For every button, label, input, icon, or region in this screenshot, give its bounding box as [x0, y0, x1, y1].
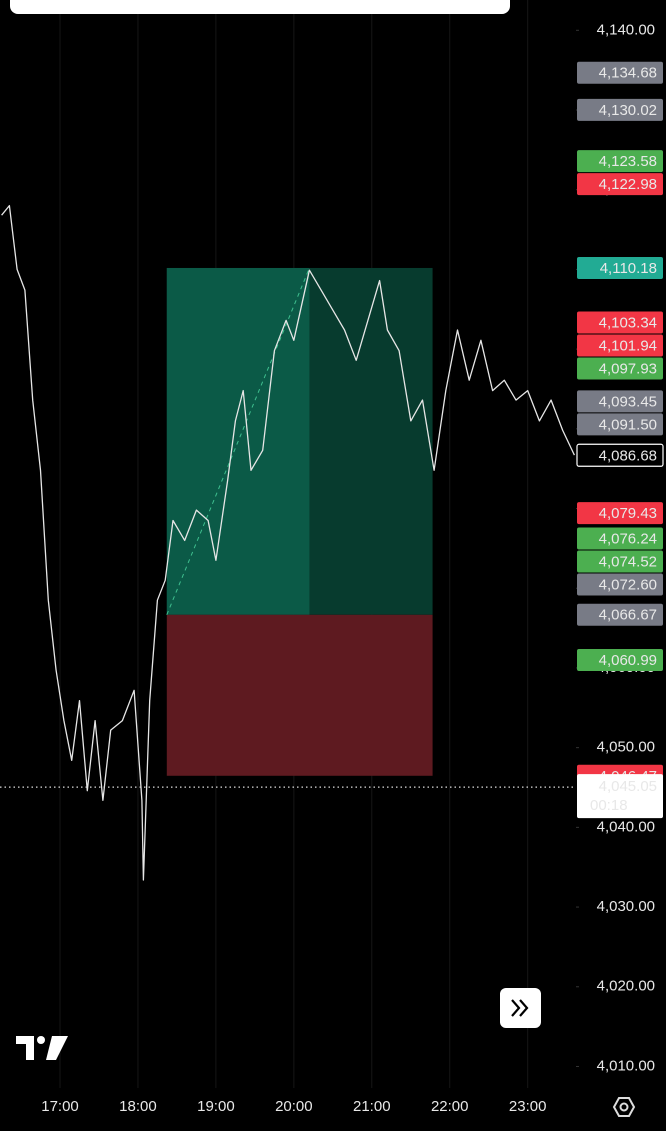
y-tick-label: 4,140.00 — [597, 21, 655, 38]
gear[interactable] — [612, 1097, 636, 1117]
logo — [16, 1036, 68, 1060]
gear-center — [619, 1102, 629, 1112]
countdown: 00:18 — [590, 797, 628, 814]
price-label-bg — [577, 311, 663, 334]
x-tick-label: 19:00 — [197, 1098, 235, 1115]
price-label: 4,130.02 — [599, 102, 657, 119]
price-label: 4,123.58 — [599, 153, 657, 170]
price-label-bg — [577, 527, 663, 550]
current-price-label: 4,045.05 — [599, 778, 657, 795]
zone-layer — [166, 267, 433, 776]
button-bg[interactable] — [500, 988, 541, 1028]
price-label: 4,134.68 — [599, 65, 657, 82]
price-label-bg — [577, 150, 663, 173]
price-label: 4,097.93 — [599, 360, 657, 377]
price-label: 4,093.45 — [599, 393, 657, 410]
x-tick-label: 18:00 — [119, 1098, 157, 1115]
logo-part — [16, 1036, 34, 1060]
price-label: 4,066.67 — [599, 607, 657, 624]
price-label-bg — [576, 443, 664, 467]
scroll-button[interactable] — [500, 988, 541, 1028]
price-label-bg — [577, 390, 663, 413]
price-label: 4,060.99 — [599, 652, 657, 669]
progress-line — [166, 267, 310, 615]
y-tick-label: 4,020.00 — [597, 978, 655, 995]
price-label-bg — [577, 98, 663, 121]
price-label: 4,122.98 — [599, 176, 657, 193]
price-line — [1, 204, 575, 881]
y-tick-label: 4,040.00 — [597, 818, 655, 835]
labels-layer: 4,134.68 4,130.02 4,123.58 4,122.98 4,110.18… — [576, 61, 664, 819]
price-label: 4,110.18 — [600, 260, 657, 277]
price-label-bg — [577, 173, 663, 196]
x-tick-label: 22:00 — [431, 1098, 469, 1115]
price-label-bg — [577, 603, 663, 626]
price-label: 4,091.50 — [599, 416, 657, 433]
logo-part — [46, 1036, 68, 1060]
price-label-bg — [577, 61, 663, 84]
logo-part — [37, 1036, 45, 1044]
price-label: 4,103.34 — [599, 314, 657, 331]
y-tick-label: 4,030.00 — [597, 898, 655, 915]
x-tick-label: 20:00 — [275, 1098, 313, 1115]
price-label: 4,086.68 — [599, 447, 657, 464]
price-label-bg — [577, 357, 663, 380]
x-tick-label: 21:00 — [353, 1098, 391, 1115]
chevrons — [511, 999, 529, 1017]
price-label: 4,076.24 — [599, 530, 657, 547]
settings-button[interactable] — [612, 1097, 636, 1117]
x-tick-label: 17:00 — [41, 1098, 79, 1115]
price-label-bg — [577, 649, 663, 672]
price-label: 4,074.52 — [599, 553, 657, 570]
loss-zone — [166, 614, 433, 776]
search-bar[interactable] — [10, 0, 510, 14]
price-label-bg — [577, 413, 663, 436]
price-label-bg — [577, 573, 663, 596]
price-label: 4,072.60 — [599, 576, 657, 593]
price-label-bg — [577, 334, 663, 357]
price-label: 4,101.94 — [599, 337, 657, 354]
price-label-bg — [577, 502, 663, 525]
price-label: 4,079.43 — [599, 505, 657, 522]
current-price-bg — [577, 774, 663, 819]
y-tick-label: 4,010.00 — [597, 1057, 655, 1074]
line-layer — [0, 204, 576, 881]
y-tick-label: 4,050.00 — [597, 739, 655, 756]
price-label-bg — [577, 256, 663, 279]
x-tick-label: 23:00 — [509, 1098, 547, 1115]
price-label-bg — [577, 550, 663, 573]
